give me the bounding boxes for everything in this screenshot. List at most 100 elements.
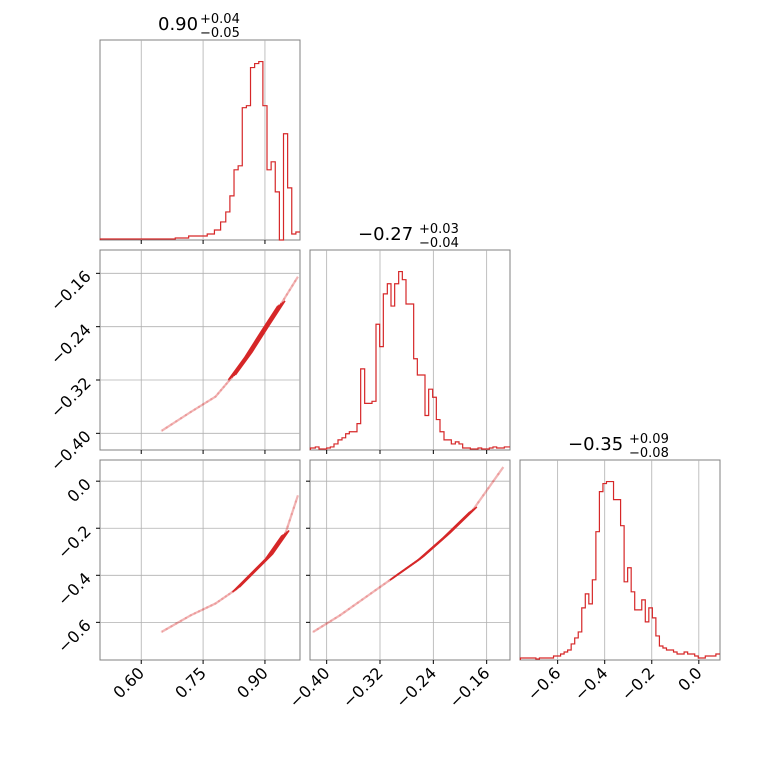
sample-point: [219, 389, 223, 392]
title-param-2-plus: +0.03: [419, 222, 459, 237]
sample-point: [285, 293, 289, 296]
sample-point: [383, 582, 386, 586]
contour-0-3: [234, 300, 286, 376]
sample-point: [160, 630, 164, 633]
contour-1-3: [239, 529, 290, 588]
title-param-1-minus: −0.05: [200, 26, 240, 41]
x-tick-label-1-1: 0.75: [171, 663, 210, 702]
y-tick-label-3-2: −0.2: [54, 522, 95, 563]
title-param-3-plus: +0.09: [629, 432, 669, 447]
sample-point: [193, 408, 197, 411]
sample-point: [201, 403, 205, 406]
histogram-param-2: [309, 270, 510, 450]
sample-point: [179, 619, 183, 622]
x-tick-label-3-1: −0.4: [571, 663, 612, 704]
contour-0-4: [227, 305, 279, 381]
panel-diag-3: [519, 459, 721, 661]
sample-point: [369, 592, 373, 595]
x-tick-label-3-3: 0.0: [674, 663, 705, 694]
sample-point: [165, 426, 168, 429]
x-tick-label-3-0: −0.6: [524, 663, 565, 704]
sample-point: [291, 284, 294, 287]
sample-point: [288, 519, 291, 522]
histogram-param-3: [519, 480, 720, 660]
sample-point: [487, 487, 490, 490]
sample-point: [378, 585, 382, 589]
sample-point: [170, 625, 173, 628]
sample-point: [293, 279, 297, 283]
sample-point: [221, 597, 224, 601]
sample-point: [214, 602, 217, 605]
sample-point: [329, 619, 333, 622]
title-param-3: −0.35: [568, 434, 623, 455]
sample-point: [225, 382, 228, 385]
title-param-1-plus: +0.04: [200, 12, 240, 27]
sample-point: [282, 297, 286, 301]
y-tick-label-2-3: −0.16: [47, 267, 95, 315]
sample-point: [184, 413, 188, 417]
y-tick-label-2-1: −0.32: [47, 373, 95, 421]
sample-point: [224, 595, 227, 598]
sample-point: [321, 625, 324, 628]
sample-point: [228, 379, 231, 382]
sample-point: [206, 400, 209, 403]
y-tick-label-2-0: −0.40: [47, 427, 95, 475]
title-param-2-minus: −0.04: [419, 236, 459, 251]
sample-point: [334, 616, 337, 620]
panel-2-1: [309, 459, 511, 661]
title-param-3-minus: −0.08: [629, 446, 669, 461]
contour-2-4: [389, 511, 471, 581]
panel-2-0: [99, 459, 301, 661]
x-tick-label-2-0: −0.40: [285, 663, 333, 711]
panel-1-0: [99, 249, 301, 451]
sample-point: [312, 630, 315, 633]
y-tick-label-2-2: −0.24: [47, 320, 95, 368]
sample-point: [189, 410, 192, 414]
sample-point: [356, 601, 359, 604]
x-tick-label-1-2: 0.90: [233, 663, 272, 702]
x-tick-label-2-1: −0.32: [339, 663, 387, 711]
sample-point: [325, 622, 328, 625]
sample-point: [343, 610, 346, 614]
sample-point: [352, 604, 355, 608]
y-tick-label-3-0: −0.6: [54, 616, 95, 657]
sample-point: [477, 501, 480, 504]
sample-point: [338, 614, 342, 617]
title-param-1: 0.90: [158, 14, 198, 35]
sample-point: [294, 500, 298, 503]
sample-point: [197, 610, 201, 613]
sample-point: [365, 595, 368, 598]
x-tick-label-3-2: −0.2: [618, 663, 659, 704]
x-tick-label-2-3: −0.16: [445, 663, 493, 711]
sample-point: [160, 429, 164, 432]
sample-point: [286, 525, 289, 528]
sample-point: [210, 604, 213, 607]
sample-point: [222, 385, 225, 389]
sample-point: [497, 472, 500, 476]
sample-point: [387, 579, 391, 582]
sample-point: [492, 479, 495, 483]
y-tick-label-3-3: 0.0: [63, 475, 94, 506]
sample-point: [292, 506, 296, 510]
sample-point: [316, 627, 319, 631]
sample-point: [361, 598, 364, 601]
title-param-2: −0.27: [358, 224, 413, 245]
sample-point: [170, 423, 173, 426]
sample-point: [210, 398, 213, 401]
sample-point: [347, 607, 351, 611]
sample-point: [482, 494, 485, 497]
sample-point: [201, 608, 205, 611]
panel-diag-2: [309, 249, 511, 451]
sample-point: [290, 512, 293, 516]
histogram-param-1: [99, 60, 300, 241]
sample-point: [165, 627, 168, 631]
sample-point: [197, 405, 201, 409]
x-tick-label-1-0: 0.60: [109, 663, 148, 702]
sample-point: [217, 392, 220, 395]
sample-point: [214, 395, 217, 398]
panel-diag-1: [99, 39, 301, 241]
sample-point: [175, 420, 178, 423]
x-tick-label-2-2: −0.24: [392, 663, 440, 711]
sample-point: [217, 599, 221, 603]
